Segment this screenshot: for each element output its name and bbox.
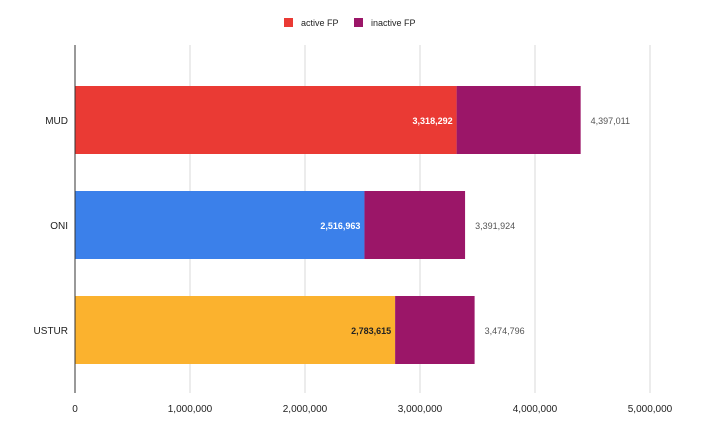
total-data-label-mud: 4,397,011 [591,116,630,126]
total-data-label-oni: 3,391,924 [475,221,515,231]
x-tick-label: 5,000,000 [628,404,673,415]
inner-data-label-mud: 3,318,292 [413,116,453,126]
y-axis-categories: MUD ONI USTUR [34,116,68,337]
bar-mud-inactive[interactable] [456,86,581,154]
legend[interactable]: active FP inactive FP [284,18,416,28]
inner-data-label-ustur: 2,783,615 [351,326,391,336]
x-axis-ticks: 0 1,000,000 2,000,000 3,000,000 4,000,000 5,0… [72,404,672,415]
legend-swatch-inactive[interactable] [354,18,363,27]
inner-data-label-oni: 2,516,963 [320,221,360,231]
total-data-label-ustur: 3,474,796 [485,326,525,336]
category-label-mud: MUD [45,116,68,127]
bar-ustur-inactive[interactable] [395,296,475,364]
legend-label-inactive[interactable]: inactive FP [371,18,416,28]
x-tick-label: 1,000,000 [168,404,213,415]
legend-label-active[interactable]: active FP [301,18,339,28]
data-labels: 3,318,292 4,397,011 2,516,963 3,391,924 2,78… [320,116,630,336]
bars [75,86,581,364]
bar-oni-active[interactable] [75,191,365,259]
bar-mud-active[interactable] [75,86,457,154]
x-tick-label: 3,000,000 [398,404,443,415]
category-label-oni: ONI [50,221,68,232]
category-label-ustur: USTUR [34,326,68,337]
legend-swatch-active[interactable] [284,18,293,27]
bar-oni-inactive[interactable] [364,191,466,259]
x-tick-label: 2,000,000 [283,404,328,415]
x-tick-label: 0 [72,404,78,415]
bar-ustur-active[interactable] [75,296,396,364]
x-tick-label: 4,000,000 [513,404,558,415]
